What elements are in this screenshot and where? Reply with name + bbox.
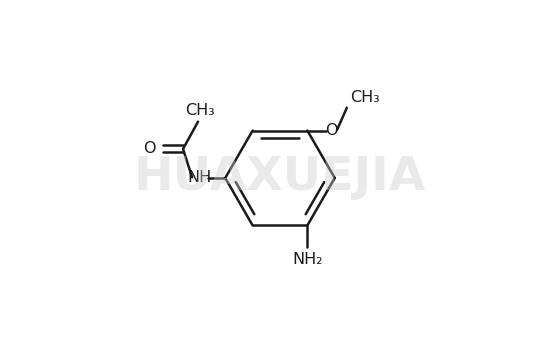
Text: HUAXUEJIA: HUAXUEJIA	[134, 156, 426, 200]
Text: CH₃: CH₃	[185, 103, 214, 118]
Text: NH₂: NH₂	[292, 252, 323, 267]
Text: O: O	[143, 141, 156, 156]
Text: CH₃: CH₃	[351, 90, 380, 105]
Text: O: O	[325, 123, 338, 138]
Text: NH: NH	[188, 171, 212, 185]
